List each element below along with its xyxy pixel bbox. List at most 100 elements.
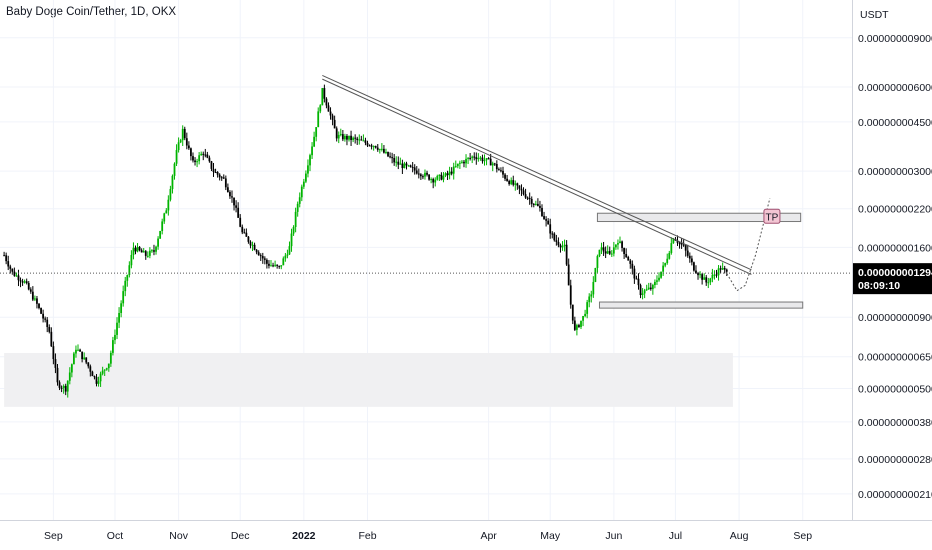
candle-up: [385, 151, 387, 153]
candle-down: [719, 268, 722, 270]
candle-up: [83, 357, 86, 360]
support-box[interactable]: [598, 301, 804, 309]
candle-up: [103, 369, 106, 371]
candle-up: [62, 385, 65, 388]
candle-down: [204, 154, 207, 156]
y-tick-label: 0.000000001600: [858, 242, 932, 254]
candle-up: [534, 203, 537, 205]
candle-down: [417, 173, 420, 175]
candle-down: [237, 207, 240, 218]
candle-up: [15, 275, 18, 277]
candle-down: [366, 142, 369, 146]
candle-down: [637, 278, 640, 286]
candle-up: [155, 246, 157, 252]
candle-up: [485, 158, 488, 161]
candle-down: [701, 274, 704, 280]
candle-up: [112, 340, 114, 353]
candle-down: [185, 138, 188, 146]
candle-down: [678, 242, 681, 244]
candle-up: [251, 244, 254, 246]
candle-down: [518, 185, 521, 189]
candle-up: [73, 353, 75, 365]
candle-up: [672, 238, 675, 244]
candle-down: [506, 178, 508, 181]
candle-up: [662, 265, 665, 272]
candle-up: [580, 320, 582, 327]
candle-down: [233, 197, 235, 206]
candle-down: [249, 241, 252, 246]
candle-down: [140, 250, 143, 253]
candle-up: [116, 322, 118, 335]
candle-up: [378, 149, 381, 151]
candle-up: [198, 155, 201, 162]
candle-up: [721, 268, 724, 270]
candle-up: [600, 247, 603, 250]
candle-up: [120, 303, 123, 313]
candle-down: [21, 281, 24, 283]
x-tick-label: Nov: [169, 530, 188, 542]
candle-down: [259, 255, 262, 257]
projection-path[interactable]: [726, 198, 771, 292]
candle-up: [658, 277, 660, 281]
tp-marker[interactable]: [763, 208, 781, 224]
candle-down: [565, 244, 568, 265]
candle-up: [142, 251, 145, 253]
x-tick-label: Sep: [793, 530, 812, 542]
candle-up: [713, 274, 716, 276]
x-tick-label: Apr: [480, 530, 497, 542]
candle-down: [567, 264, 570, 286]
candle-down: [573, 320, 576, 330]
candle-down: [247, 236, 250, 242]
candle-up: [563, 244, 566, 247]
candle-up: [196, 161, 198, 163]
candle-up: [302, 181, 305, 187]
candle-down: [682, 244, 685, 246]
candle-down: [5, 255, 8, 262]
candle-down: [475, 157, 478, 160]
trendline[interactable]: [322, 74, 752, 271]
candle-up: [615, 244, 617, 248]
candle-down: [446, 173, 449, 176]
candle-down: [428, 174, 430, 180]
candle-up: [399, 163, 402, 165]
candle-up: [586, 302, 589, 314]
candle-down: [257, 252, 260, 256]
y-tick-label: 0.000000009000: [858, 33, 932, 45]
candle-down: [426, 172, 428, 175]
candle-down: [214, 172, 217, 174]
candle-down: [329, 111, 332, 116]
candle-down: [346, 135, 348, 140]
candle-down: [202, 153, 205, 155]
candle-down: [530, 198, 533, 204]
candle-down: [38, 303, 40, 309]
candle-down: [532, 203, 535, 205]
candle-down: [555, 240, 558, 242]
candle-up: [321, 88, 324, 106]
trendline[interactable]: [322, 78, 752, 275]
candle-down: [520, 188, 523, 191]
candle-down: [144, 251, 147, 256]
candle-up: [596, 256, 599, 269]
candle-up: [284, 255, 287, 259]
candle-up: [479, 157, 482, 159]
candle-up: [403, 163, 406, 169]
candle-down: [440, 174, 443, 180]
candle-down: [9, 266, 12, 269]
candle-down: [194, 160, 196, 163]
candle-up: [709, 278, 712, 283]
x-tick-label: 2022: [292, 530, 316, 542]
candle-down: [58, 382, 61, 388]
candle-down: [245, 232, 248, 237]
resistance-box[interactable]: [596, 212, 802, 223]
candle-up: [491, 163, 494, 166]
candle-up: [707, 282, 710, 284]
candle-up: [109, 352, 112, 364]
candle-up: [122, 291, 125, 304]
candle-down: [684, 245, 687, 251]
candle-up: [471, 156, 474, 158]
candle-down: [350, 135, 352, 140]
candle-down: [42, 313, 45, 319]
current-price-tag[interactable]: [853, 263, 932, 295]
candle-down: [36, 298, 38, 304]
